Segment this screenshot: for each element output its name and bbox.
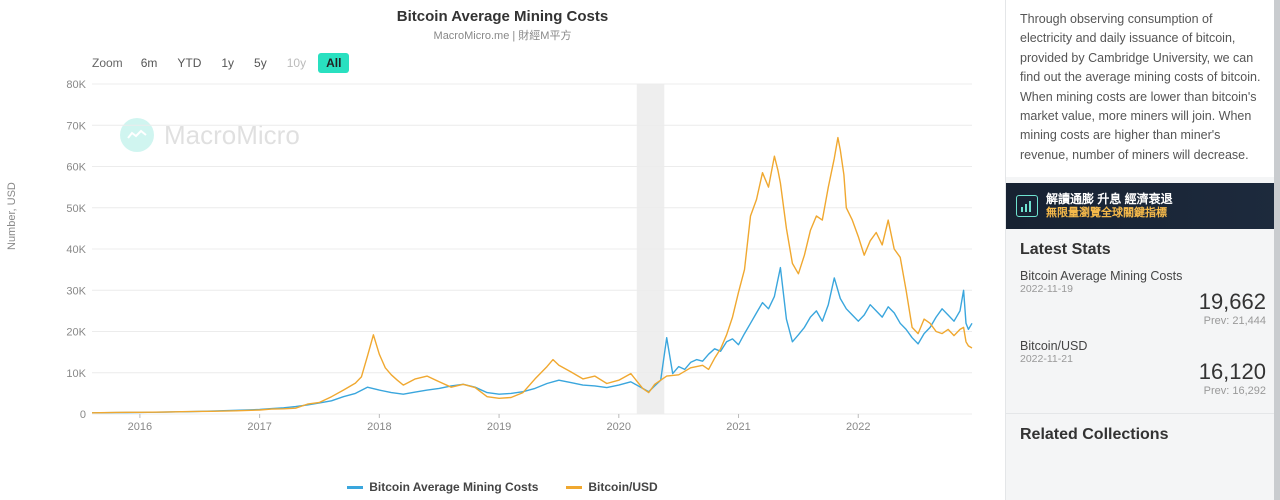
zoom-all[interactable]: All (318, 53, 349, 73)
legend: Bitcoin Average Mining Costs Bitcoin/USD (0, 480, 1005, 494)
stat-prev: Prev: 16,292 (1020, 385, 1266, 397)
plot-area[interactable]: 0 10K 20K 30K 40K 50K 60K 70K 80K 2016 2017 2018 201… (40, 78, 980, 438)
svg-text:70K: 70K (66, 120, 86, 132)
banner-line2: 無限量瀏覽全球關鍵指標 (1046, 207, 1173, 220)
svg-text:2016: 2016 (128, 421, 152, 433)
chart-panel: Bitcoin Average Mining Costs MacroMicro.… (0, 0, 1005, 500)
related-collections-heading: Related Collections (1006, 413, 1280, 452)
legend-swatch (566, 486, 582, 489)
stat-block: Bitcoin/USD2022-11-2116,120Prev: 16,292 (1006, 337, 1280, 407)
legend-item[interactable]: Bitcoin/USD (566, 480, 657, 494)
svg-text:60K: 60K (66, 162, 86, 174)
svg-text:2019: 2019 (487, 421, 511, 433)
stat-prev: Prev: 21,444 (1020, 315, 1266, 327)
banner-chart-icon (1016, 195, 1038, 217)
svg-text:30K: 30K (66, 285, 86, 297)
svg-text:2017: 2017 (247, 421, 271, 433)
svg-text:50K: 50K (66, 203, 86, 215)
description-text: Through observing consumption of electri… (1006, 0, 1280, 177)
legend-label: Bitcoin Average Mining Costs (369, 480, 538, 494)
zoom-1y[interactable]: 1y (213, 53, 242, 73)
side-panel: Through observing consumption of electri… (1005, 0, 1280, 500)
legend-item[interactable]: Bitcoin Average Mining Costs (347, 480, 538, 494)
stat-name: Bitcoin Average Mining Costs (1020, 269, 1266, 283)
zoom-10y: 10y (279, 53, 314, 73)
svg-text:2018: 2018 (367, 421, 391, 433)
chart-subtitle: MacroMicro.me | 財經M平方 (0, 27, 1005, 43)
svg-text:20K: 20K (66, 327, 86, 339)
zoom-controls: Zoom 6mYTD1y5y10yAll (92, 53, 1005, 73)
zoom-label: Zoom (92, 56, 123, 70)
legend-swatch (347, 486, 363, 489)
banner-text: 解讀通膨 升息 經濟衰退 無限量瀏覽全球關鍵指標 (1046, 193, 1173, 219)
latest-stats-heading: Latest Stats (1006, 229, 1280, 267)
stat-block: Bitcoin Average Mining Costs2022-11-1919… (1006, 267, 1280, 337)
stat-name: Bitcoin/USD (1020, 339, 1266, 353)
legend-label: Bitcoin/USD (588, 480, 657, 494)
svg-text:2021: 2021 (726, 421, 750, 433)
promo-banner[interactable]: 解讀通膨 升息 經濟衰退 無限量瀏覽全球關鍵指標 (1006, 183, 1280, 229)
y-axis-label: Number, USD (6, 182, 18, 250)
zoom-6m[interactable]: 6m (133, 53, 166, 73)
svg-text:0: 0 (80, 409, 86, 421)
chart-title: Bitcoin Average Mining Costs (0, 8, 1005, 25)
zoom-ytd[interactable]: YTD (169, 53, 209, 73)
svg-text:10K: 10K (66, 368, 86, 380)
banner-line1: 解讀通膨 升息 經濟衰退 (1046, 193, 1173, 207)
zoom-5y[interactable]: 5y (246, 53, 275, 73)
svg-text:2020: 2020 (607, 421, 631, 433)
svg-text:2022: 2022 (846, 421, 870, 433)
svg-text:80K: 80K (66, 79, 86, 91)
svg-text:40K: 40K (66, 244, 86, 256)
